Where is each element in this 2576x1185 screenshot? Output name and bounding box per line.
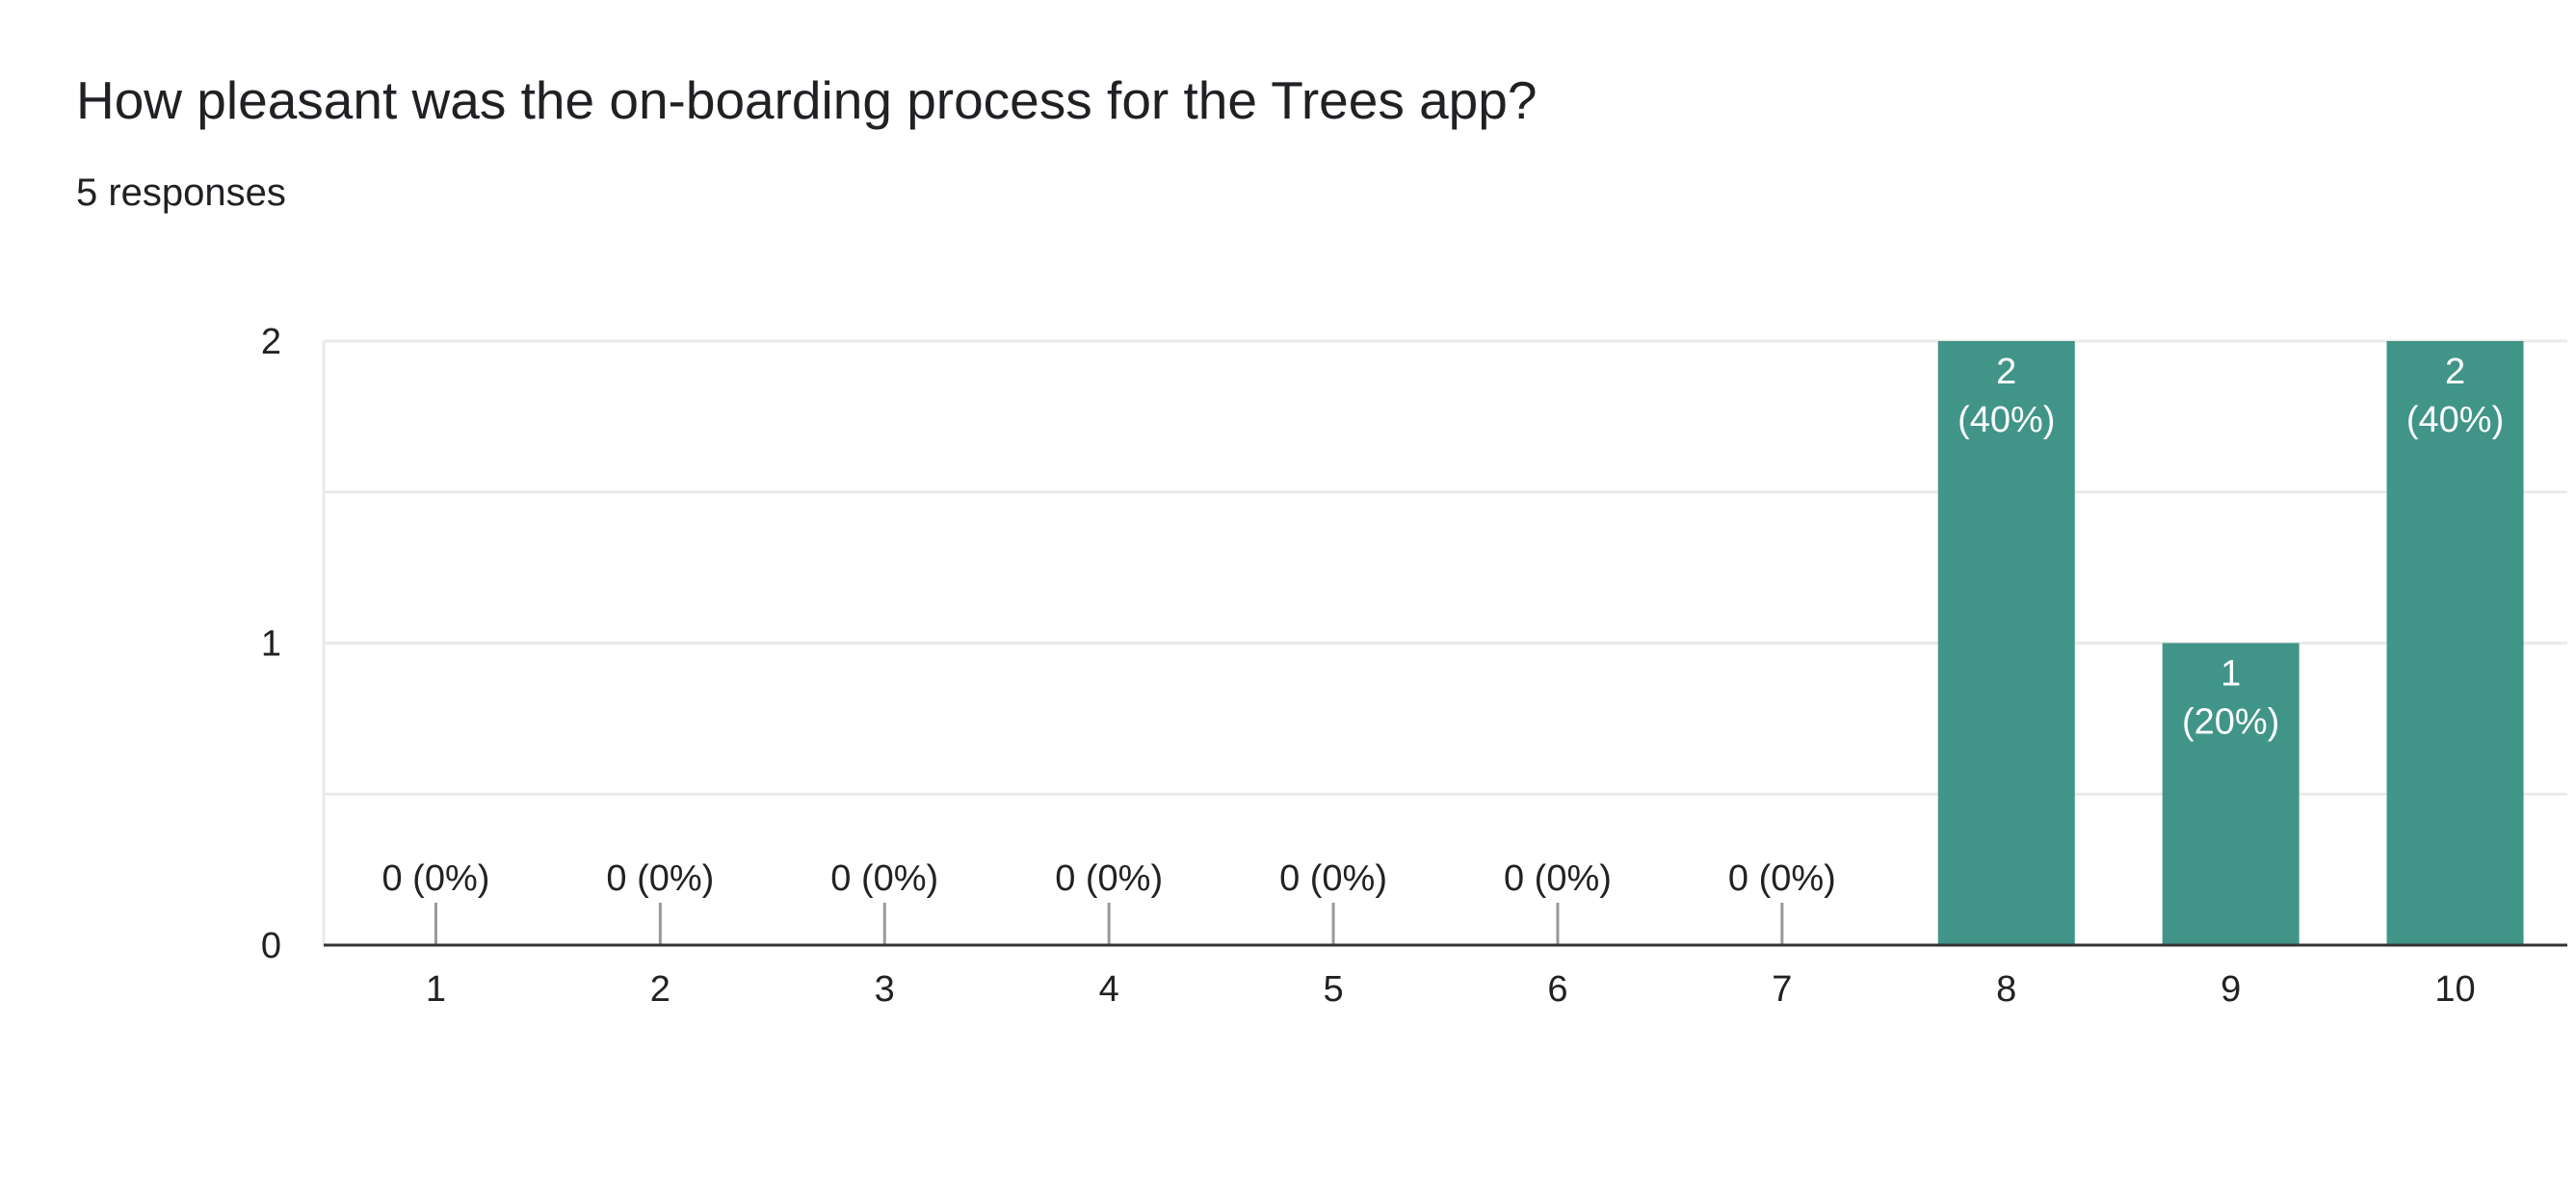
x-tick-label: 1: [426, 969, 446, 1010]
x-tick-label: 5: [1323, 969, 1343, 1010]
data-label: 1: [2221, 654, 2241, 695]
x-tick-label: 4: [1099, 969, 1119, 1010]
axes: 0 1 2 1 2 3 4 5 6 7 8 9 10: [261, 322, 2567, 1010]
y-tick-label: 1: [261, 624, 281, 665]
data-label: (20%): [2182, 702, 2279, 743]
chart-question-title: How pleasant was the on-boarding process…: [76, 70, 1538, 130]
x-tick-label: 9: [2221, 969, 2241, 1010]
data-label: 0 (0%): [381, 858, 489, 899]
x-tick-label: 10: [2434, 969, 2475, 1010]
data-label: 2: [2445, 352, 2465, 392]
data-label: 0 (0%): [606, 858, 714, 899]
data-label: (40%): [2406, 400, 2504, 440]
data-label: 0 (0%): [1728, 858, 1836, 899]
bar: [2162, 643, 2300, 945]
y-tick-label: 2: [261, 322, 281, 362]
data-label: (40%): [1958, 400, 2055, 440]
data-label: 0 (0%): [1055, 858, 1163, 899]
data-label: 0 (0%): [1504, 858, 1612, 899]
x-tick-label: 7: [1772, 969, 1792, 1010]
response-count: 5 responses: [76, 171, 286, 214]
x-tick-label: 8: [1996, 969, 2016, 1010]
data-labels: 0 (0%) 0 (0%) 0 (0%) 0 (0%) 0 (0%) 0 (0%) 0 (0…: [381, 352, 2504, 899]
data-label: 2: [1996, 352, 2016, 392]
data-label: 0 (0%): [1279, 858, 1387, 899]
bars: [434, 341, 2524, 945]
bar: [2386, 341, 2524, 945]
y-tick-label: 0: [261, 926, 281, 966]
x-tick-label: 6: [1547, 969, 1567, 1010]
x-tick-label: 2: [650, 969, 670, 1010]
bar: [1937, 341, 2075, 945]
x-tick-label: 3: [875, 969, 895, 1010]
data-label: 0 (0%): [830, 858, 938, 899]
